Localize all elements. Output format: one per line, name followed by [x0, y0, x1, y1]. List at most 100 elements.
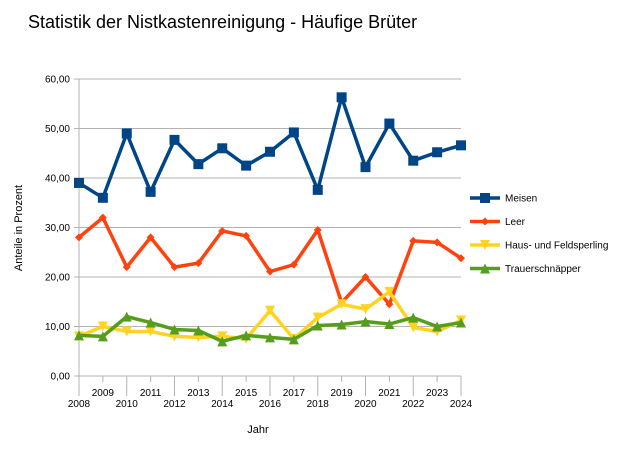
y-tick-label: 40,00 — [45, 174, 70, 185]
x-tick-label: 2024 — [450, 399, 473, 410]
series-point — [336, 319, 347, 330]
series-point — [98, 213, 107, 222]
y-tick-label: 10,00 — [45, 322, 70, 333]
series-point — [241, 330, 252, 341]
legend-label: Meisen — [505, 194, 537, 205]
x-tick-label: 2009 — [92, 388, 115, 399]
series-point — [194, 259, 203, 268]
series-point — [74, 330, 84, 341]
series-point — [360, 162, 371, 173]
legend-item: Haus- und Feldsperling — [470, 240, 608, 252]
y-tick-label: 20,00 — [45, 273, 70, 284]
chart-title: Statistik der Nistkastenreinigung - Häuf… — [28, 12, 417, 32]
series-point — [384, 118, 395, 129]
x-tick-label: 2010 — [116, 399, 139, 410]
x-tick-label: 2016 — [259, 399, 282, 410]
series-point — [313, 225, 322, 234]
series-point — [121, 326, 132, 337]
series-point — [312, 320, 323, 331]
legend-item: Meisen — [470, 193, 537, 205]
series-point — [265, 332, 275, 343]
y-tick-label: 50,00 — [45, 124, 70, 135]
series-point — [75, 233, 83, 242]
x-tick-label: 2020 — [354, 399, 377, 410]
series-point — [145, 186, 156, 197]
series-point — [385, 300, 394, 309]
x-tick-label: 2022 — [402, 399, 425, 410]
series-point — [361, 273, 370, 281]
series-point — [457, 254, 465, 263]
series-trauerschn-pper — [74, 311, 466, 347]
x-tick-label: 2015 — [235, 388, 258, 399]
y-tick-label: 0,00 — [51, 372, 71, 383]
series-point — [74, 177, 84, 188]
legend: Meisen Leer Haus- und Feldsperling Trauersc… — [470, 193, 608, 275]
series-point — [241, 160, 252, 171]
series-point — [288, 334, 299, 345]
series-point — [384, 286, 395, 297]
series-point — [265, 146, 275, 157]
y-axis-label: Anteile in Prozent — [13, 185, 25, 271]
series-point — [480, 193, 490, 203]
x-tick-label: 2013 — [187, 388, 210, 399]
x-tick-label: 2018 — [307, 399, 330, 410]
series-point — [384, 319, 395, 330]
series-point — [409, 236, 418, 245]
series-point — [97, 192, 108, 203]
series-point — [456, 140, 466, 151]
x-tick-label: 2012 — [163, 399, 186, 410]
x-tick-label: 2014 — [211, 399, 234, 410]
series-point — [480, 263, 490, 274]
series-point — [432, 321, 443, 332]
x-tick-label: 2019 — [331, 388, 354, 399]
series-point — [481, 217, 489, 226]
series-leer — [75, 213, 465, 309]
legend-label: Trauerschnäpper — [505, 264, 581, 275]
series-point — [456, 317, 466, 328]
y-tick-label: 30,00 — [45, 223, 70, 234]
x-axis-label: Jahr — [247, 424, 269, 436]
series-point — [169, 134, 180, 145]
series-point — [408, 312, 419, 323]
series-point — [121, 311, 132, 322]
series-point — [265, 305, 275, 316]
series-meisen — [74, 92, 466, 203]
series-point — [289, 260, 298, 269]
series-point — [266, 267, 274, 276]
legend-label: Haus- und Feldsperling — [505, 241, 608, 252]
series-point — [145, 317, 156, 328]
series-point — [122, 263, 131, 272]
series-point — [288, 127, 299, 138]
x-tick-label: 2021 — [378, 388, 401, 399]
series-point — [97, 321, 108, 332]
series-line — [77, 215, 462, 306]
series-point — [433, 238, 442, 247]
x-tick-labels: 2008200920102011201220132014201520162017… — [68, 376, 473, 410]
x-tick-label: 2011 — [140, 388, 162, 399]
series-point — [217, 143, 228, 154]
x-tick-label: 2017 — [283, 388, 306, 399]
y-tick-label: 60,00 — [45, 75, 70, 86]
series-point — [193, 159, 204, 170]
series-point — [312, 184, 323, 195]
series-point — [170, 263, 179, 272]
legend-item: Trauerschnäpper — [470, 263, 581, 275]
series-point — [336, 92, 347, 103]
series-point — [480, 240, 490, 250]
x-tick-label: 2008 — [68, 399, 91, 410]
series-point — [432, 147, 443, 158]
x-tick-label: 2023 — [426, 388, 449, 399]
series-point — [121, 128, 132, 139]
series-point — [312, 312, 323, 323]
y-tick-labels: 0,00 10,00 20,00 30,00 40,00 50,00 60,00 — [45, 75, 70, 383]
series-point — [169, 324, 180, 335]
series-point — [336, 299, 347, 310]
series-point — [242, 231, 251, 240]
series-point — [360, 304, 371, 315]
series-point — [217, 336, 228, 347]
grid — [74, 78, 461, 377]
series-point — [97, 331, 108, 342]
series-point — [408, 322, 419, 333]
legend-label: Leer — [505, 217, 526, 228]
